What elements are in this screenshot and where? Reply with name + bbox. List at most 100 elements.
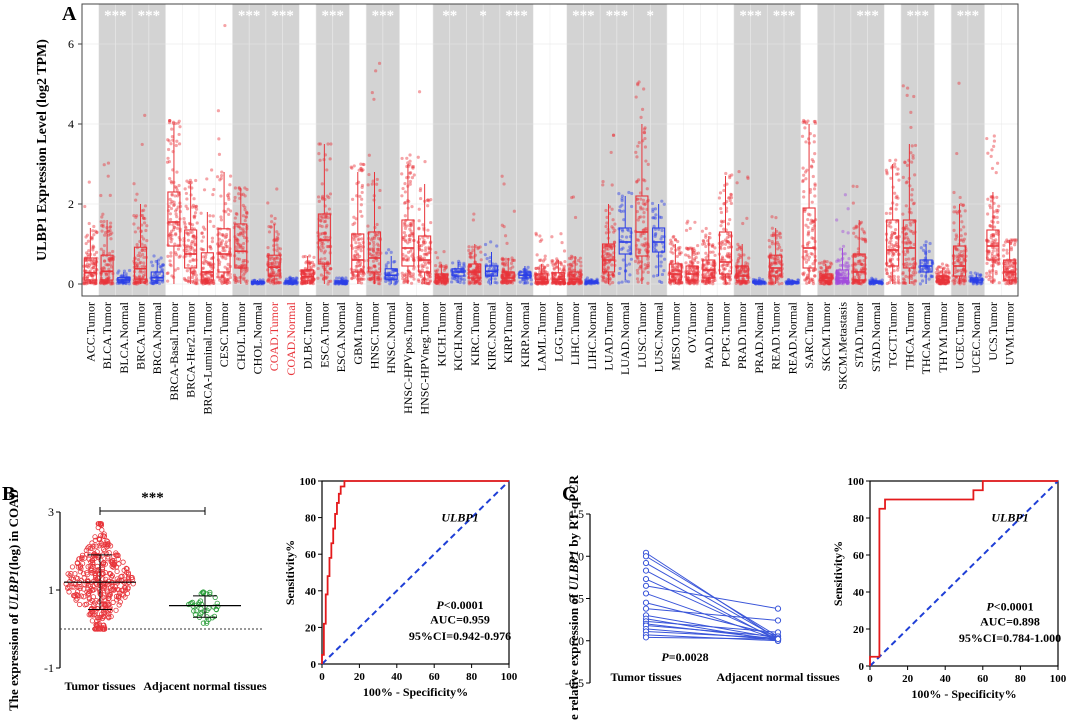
data-point [375, 276, 378, 279]
data-point [488, 268, 491, 271]
data-point [150, 261, 153, 264]
data-point [302, 255, 305, 258]
data-point [852, 232, 855, 235]
data-point [375, 183, 378, 186]
data-point [266, 246, 269, 249]
data-point [730, 196, 733, 199]
data-point [620, 248, 623, 251]
data-point [329, 192, 332, 195]
data-point [166, 255, 169, 258]
data-point [100, 230, 103, 233]
data-point [458, 262, 461, 265]
data-point [177, 247, 180, 250]
data-point [323, 220, 326, 223]
data-point [539, 240, 542, 243]
data-point [85, 276, 88, 279]
data-point [806, 244, 809, 247]
data-point [910, 277, 913, 280]
data-point [183, 277, 186, 280]
data-point [170, 240, 173, 243]
data-point [178, 125, 181, 128]
data-point [242, 234, 245, 237]
data-point [91, 229, 94, 232]
data-point [434, 264, 437, 267]
data-point [93, 273, 96, 276]
data-point [888, 245, 891, 248]
data-point [701, 230, 704, 233]
data-point [620, 280, 623, 283]
data-point [103, 260, 106, 263]
data-point [88, 264, 91, 267]
data-point [651, 210, 654, 213]
data-point [429, 221, 432, 224]
data-point [367, 183, 370, 186]
data-point [270, 214, 273, 217]
data-point [885, 269, 888, 272]
data-point [407, 176, 410, 179]
data-point [141, 249, 144, 252]
data-point [835, 218, 838, 221]
data-point [889, 239, 892, 242]
x-tick-label: LUSC.Normal [652, 301, 666, 372]
data-point [417, 227, 420, 230]
data-point [745, 217, 748, 220]
data-point [630, 205, 633, 208]
data-point [539, 259, 542, 262]
data-point [905, 204, 908, 207]
data-point [242, 229, 245, 232]
data-point [720, 211, 723, 214]
data-point [138, 270, 141, 273]
data-point [613, 223, 616, 226]
data-point [644, 248, 647, 251]
data-point [329, 142, 332, 145]
data-point [913, 173, 916, 176]
data-point [686, 220, 689, 223]
data-point [412, 277, 415, 280]
data-point [166, 161, 169, 164]
data-point [175, 253, 178, 256]
data-point [511, 265, 514, 268]
data-point [109, 194, 112, 197]
data-point [559, 232, 562, 235]
data-point [722, 263, 725, 266]
data-point [647, 271, 650, 274]
data-point [303, 282, 306, 285]
data-point [627, 229, 630, 232]
data-point [166, 157, 169, 160]
x-tick-label: SARC.Tumor [802, 302, 816, 369]
data-point [711, 274, 714, 277]
data-point [494, 263, 497, 266]
data-point [111, 282, 114, 285]
data-point [611, 183, 614, 186]
data-point [910, 161, 913, 164]
data-point [136, 243, 139, 246]
data-point [603, 245, 606, 248]
data-point [651, 202, 654, 205]
data-point [100, 215, 103, 218]
data-point [495, 281, 498, 284]
data-point [137, 258, 140, 261]
data-point [841, 230, 844, 233]
data-point [854, 255, 857, 258]
data-point [275, 256, 278, 259]
data-point [408, 228, 411, 231]
x-tick-label: LUAD.Normal [618, 301, 632, 375]
data-point [227, 278, 230, 281]
data-point [376, 243, 379, 246]
data-point [228, 281, 231, 284]
data-point [360, 203, 363, 206]
data-point [318, 200, 321, 203]
data-point [722, 220, 725, 223]
data-point [808, 255, 811, 258]
data-point [357, 238, 360, 241]
data-point [803, 126, 806, 129]
data-point [906, 94, 909, 97]
data-point [378, 272, 381, 275]
data-point [409, 250, 412, 253]
data-point [268, 230, 271, 233]
data-point [637, 239, 640, 242]
x-tick-label: COAD.Normal [284, 301, 298, 375]
x-tick-label: PAAD.Tumor [702, 302, 716, 369]
data-point [728, 269, 731, 272]
